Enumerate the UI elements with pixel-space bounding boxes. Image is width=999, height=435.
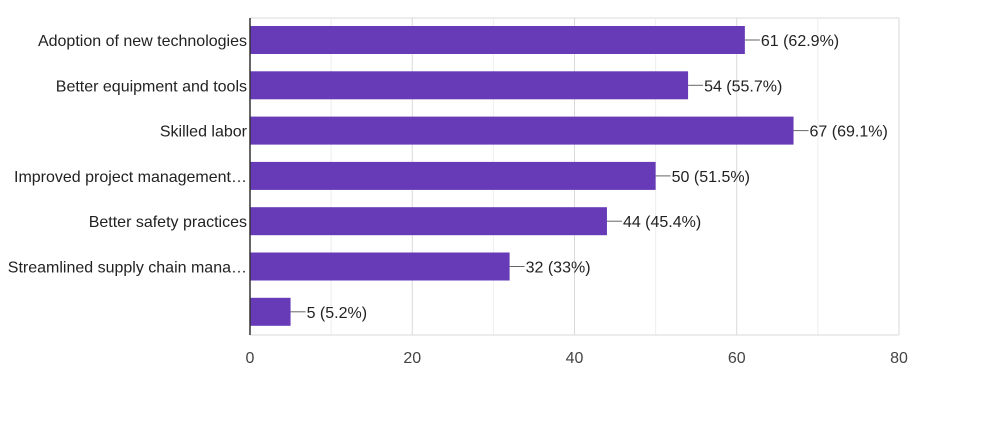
x-tick-label: 40: [566, 350, 584, 367]
data-label: 67 (69.1%): [810, 124, 888, 141]
data-label: 61 (62.9%): [761, 33, 839, 50]
data-label: 54 (55.7%): [704, 78, 782, 95]
x-tick-label: 80: [890, 350, 908, 367]
axis-layer: 0 20 40 60 80: [246, 18, 908, 367]
category-label: Skilled labor: [160, 124, 248, 141]
data-label: 50 (51.5%): [672, 169, 750, 186]
data-label: 5 (5.2%): [307, 305, 367, 322]
bar[interactable]: [250, 161, 656, 190]
category-label: Adoption of new technologies: [38, 33, 247, 50]
bar[interactable]: [250, 207, 607, 236]
data-label: 44 (45.4%): [623, 214, 701, 231]
x-tick-label: 0: [246, 350, 255, 367]
bar[interactable]: [250, 71, 689, 100]
data-label: 32 (33%): [526, 260, 591, 277]
label-layer: 61 (62.9%) Adoption of new technologies 54…: [8, 33, 888, 322]
category-label: Better safety practices: [89, 214, 247, 231]
bar-layer: [250, 26, 794, 326]
bar[interactable]: [250, 297, 291, 326]
category-label: Improved project management…: [14, 169, 247, 186]
bar[interactable]: [250, 116, 794, 145]
category-label: Streamlined supply chain mana…: [8, 260, 247, 277]
bar[interactable]: [250, 26, 745, 54]
category-label: Better equipment and tools: [56, 78, 247, 95]
x-tick-label: 20: [403, 350, 421, 367]
bar[interactable]: [250, 252, 510, 281]
x-tick-label: 60: [728, 350, 746, 367]
